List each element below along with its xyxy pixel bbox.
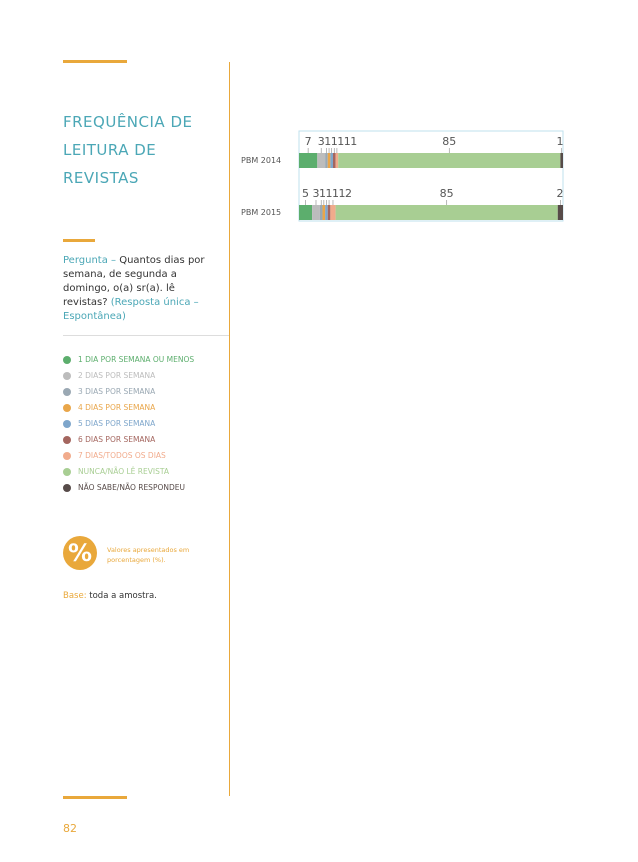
value-label: 85 xyxy=(440,187,454,200)
value-label: 1 xyxy=(319,187,326,200)
legend-dot xyxy=(63,452,71,460)
top-rule xyxy=(63,60,127,63)
value-label: 85 xyxy=(442,135,456,148)
question: Pergunta – Quantos dias por semana, de s… xyxy=(63,254,208,324)
bar-segment xyxy=(557,205,563,220)
bar-segment xyxy=(322,205,326,220)
base: Base: toda a amostra. xyxy=(63,591,157,601)
value-label: 1 xyxy=(325,187,332,200)
legend-dot xyxy=(63,404,71,412)
value-label: 2 xyxy=(345,187,352,200)
bar-segment xyxy=(299,153,318,168)
value-label: 7 xyxy=(305,135,312,148)
value-label: 1 xyxy=(350,135,357,148)
bar-segment xyxy=(312,205,320,220)
bar-segment xyxy=(332,153,336,168)
legend-dot xyxy=(63,420,71,428)
bar-segment xyxy=(330,153,333,168)
page-number: 82 xyxy=(63,822,77,835)
value-label: 5 xyxy=(302,187,309,200)
legend: 1 DIA POR SEMANA OU MENOS 2 DIAS POR SEMA… xyxy=(63,352,194,496)
question-note: (Resposta única – Espontânea) xyxy=(63,297,199,322)
percent-icon: % xyxy=(63,536,97,570)
base-label: Base: xyxy=(63,591,87,601)
value-label: 3 xyxy=(318,135,325,148)
vertical-rule xyxy=(229,62,230,796)
legend-label: 3 DIAS POR SEMANA xyxy=(78,387,156,396)
value-label: 1 xyxy=(324,135,331,148)
bar-segment xyxy=(299,205,313,220)
legend-item: 3 DIAS POR SEMANA xyxy=(63,384,194,400)
legend-label: 2 DIAS POR SEMANA xyxy=(78,371,156,380)
bar-segment xyxy=(335,205,558,220)
bottom-rule xyxy=(63,796,127,799)
legend-dot xyxy=(63,436,71,444)
bar-segment xyxy=(327,205,331,220)
value-label: 1 xyxy=(331,135,338,148)
legend-item: NUNCA/NÃO LÊ REVISTA xyxy=(63,464,194,480)
category-label: PBM 2014 xyxy=(241,156,281,165)
legend-dot xyxy=(63,356,71,364)
small-rule xyxy=(63,239,95,242)
legend-label: 1 DIA POR SEMANA OU MENOS xyxy=(78,355,195,364)
bar-segment xyxy=(327,153,331,168)
legend-label: NÃO SABE/NÃO RESPONDEU xyxy=(78,483,185,492)
chart-frame xyxy=(298,130,564,222)
category-label: PBM 2015 xyxy=(241,208,281,217)
legend-label: 5 DIAS POR SEMANA xyxy=(78,419,156,428)
legend-label: 4 DIAS POR SEMANA xyxy=(78,403,156,412)
divider xyxy=(63,335,229,336)
legend-item: 1 DIA POR SEMANA OU MENOS xyxy=(63,352,194,368)
legend-dot xyxy=(63,388,71,396)
bar-segment xyxy=(325,153,328,168)
value-label: 1 xyxy=(344,135,351,148)
legend-label: NUNCA/NÃO LÊ REVISTA xyxy=(78,467,169,476)
value-label: 3 xyxy=(312,187,319,200)
value-label: 1 xyxy=(338,187,345,200)
bar-segment xyxy=(317,153,326,168)
legend-label: 6 DIAS POR SEMANA xyxy=(78,435,156,444)
legend-label: 7 DIAS/TODOS OS DIAS xyxy=(78,451,166,460)
bar-segment xyxy=(338,153,561,168)
question-label: Pergunta – xyxy=(63,255,117,266)
bar-segment xyxy=(325,205,328,220)
value-label: 1 xyxy=(337,135,344,148)
base-text: toda a amostra. xyxy=(89,591,157,601)
legend-item: 4 DIAS POR SEMANA xyxy=(63,400,194,416)
notice: Valores apresentados em porcentagem (%). xyxy=(107,546,190,564)
legend-dot xyxy=(63,484,71,492)
value-label: 2 xyxy=(557,187,564,200)
legend-dot xyxy=(63,468,71,476)
legend-item: NÃO SABE/NÃO RESPONDEU xyxy=(63,480,194,496)
bar-segment xyxy=(335,153,339,168)
legend-item: 6 DIAS POR SEMANA xyxy=(63,432,194,448)
value-label: 1 xyxy=(557,135,564,148)
bar-segment xyxy=(560,153,563,168)
legend-item: 7 DIAS/TODOS OS DIAS xyxy=(63,448,194,464)
legend-item: 5 DIAS POR SEMANA xyxy=(63,416,194,432)
question-text: Quantos dias por semana, de segunda a do… xyxy=(63,255,205,308)
legend-item: 2 DIAS POR SEMANA xyxy=(63,368,194,384)
bar-segment xyxy=(319,205,323,220)
bar-segment xyxy=(330,205,336,220)
value-label: 1 xyxy=(332,187,339,200)
legend-dot xyxy=(63,372,71,380)
title: FREQUÊNCIA DE LEITURA DE REVISTAS xyxy=(63,113,193,187)
